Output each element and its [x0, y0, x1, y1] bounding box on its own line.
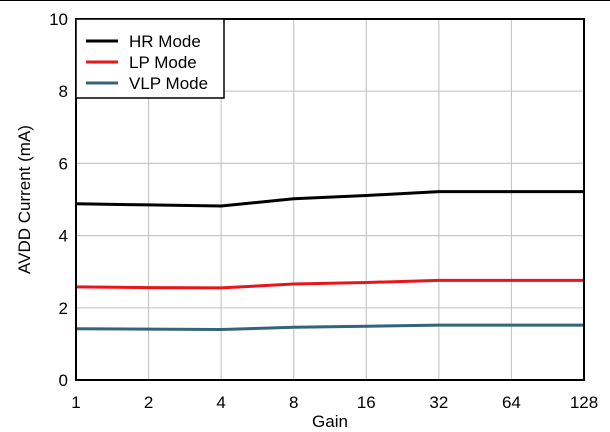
x-tick-label: 16 [357, 393, 376, 412]
series-line-hr-mode [75, 190, 584, 208]
x-tick-label: 128 [570, 393, 598, 412]
x-tick-label: 4 [216, 393, 225, 412]
plot-frame [75, 18, 585, 381]
x-axis-title: Gain [312, 412, 348, 431]
x-tick-labels: 1 2 4 8 16 32 64 128 [71, 393, 598, 412]
x-tick-label: 64 [502, 393, 521, 412]
legend: HR Mode LP Mode VLP Mode [75, 18, 225, 99]
legend-label: VLP Mode [129, 74, 208, 93]
x-tick-label: 2 [144, 393, 153, 412]
x-tick-label: 8 [289, 393, 298, 412]
series-line-lp-mode [75, 278, 584, 290]
y-tick-label: 6 [59, 154, 68, 173]
legend-label: LP Mode [129, 53, 197, 72]
y-tick-label: 0 [59, 371, 68, 390]
y-tick-label: 10 [49, 10, 68, 29]
legend-box [75, 18, 225, 99]
y-axis-title: AVDD Current (mA) [15, 125, 34, 274]
series-lines [75, 190, 584, 331]
y-tick-label: 4 [59, 227, 68, 246]
x-tick-label: 32 [429, 393, 448, 412]
grid [76, 19, 584, 380]
y-tick-label: 2 [59, 299, 68, 318]
legend-label: HR Mode [129, 32, 201, 51]
x-tick-label: 1 [71, 393, 80, 412]
y-tick-labels: 0 2 4 6 8 10 [49, 10, 68, 390]
top-divider [0, 0, 610, 1]
y-tick-label: 8 [59, 82, 68, 101]
series-line-vlp-mode [75, 323, 584, 331]
